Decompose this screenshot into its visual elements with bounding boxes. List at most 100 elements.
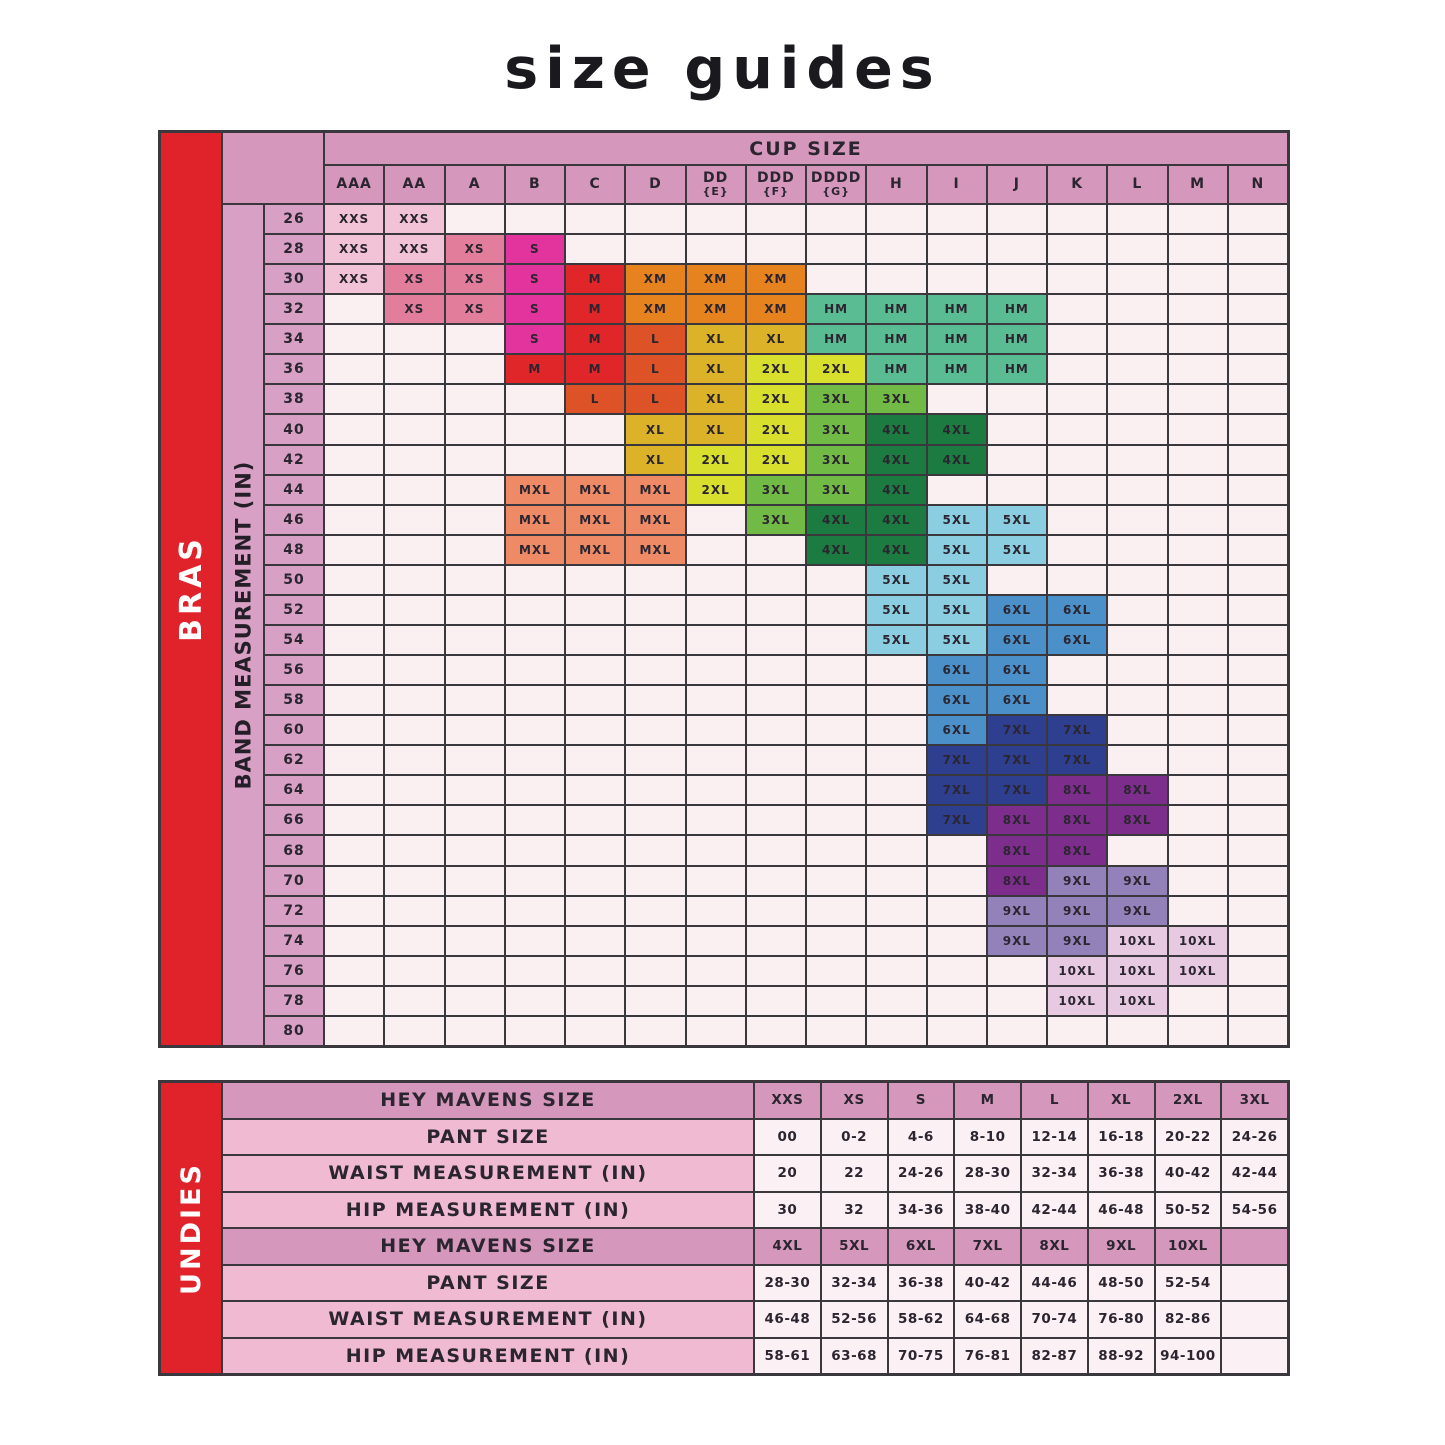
- bras-size-cell: [505, 445, 564, 474]
- bras-size-cell: MXL: [566, 505, 625, 534]
- bras-size-cell: [686, 956, 745, 985]
- bras-size-cell: [385, 385, 444, 414]
- bras-size-cell: 10XL: [1108, 986, 1167, 1015]
- bras-size-cell: [445, 475, 504, 504]
- bras-size-cell: [505, 716, 564, 745]
- bras-size-cell: [325, 355, 384, 384]
- cup-column-label: DD: [703, 169, 729, 186]
- undies-row-label: HIP MEASUREMENT (IN): [223, 1192, 753, 1227]
- band-row-label: 76: [265, 956, 323, 985]
- bras-size-cell: [445, 325, 504, 354]
- bras-size-cell: [1048, 295, 1107, 324]
- bras-size-cell: [1228, 986, 1287, 1015]
- bras-size-cell: 7XL: [927, 776, 986, 805]
- bras-size-cell: [325, 716, 384, 745]
- cup-column-header: D: [626, 166, 685, 203]
- bras-size-cell: [325, 1016, 384, 1045]
- bras-size-cell: [1048, 505, 1107, 534]
- bras-size-cell: [1228, 355, 1287, 384]
- bras-size-cell: [686, 656, 745, 685]
- bras-size-cell: [867, 656, 926, 685]
- bras-size-cell: [566, 1016, 625, 1045]
- bras-size-cell: [445, 716, 504, 745]
- bras-size-cell: [867, 716, 926, 745]
- bras-size-cell: [505, 686, 564, 715]
- bras-size-cell: [385, 926, 444, 955]
- bras-size-cell: [746, 1016, 805, 1045]
- bras-size-cell: [807, 595, 866, 624]
- band-row-label: 30: [265, 265, 323, 294]
- band-row-label: 46: [265, 505, 323, 534]
- undies-size-cell: 76-81: [955, 1338, 1020, 1373]
- bras-size-cell: [1228, 776, 1287, 805]
- cup-column-label: D: [649, 175, 662, 192]
- bras-size-cell: [566, 926, 625, 955]
- bras-size-cell: HM: [987, 355, 1046, 384]
- undies-size-cell: 82-87: [1022, 1338, 1087, 1373]
- undies-size-cell: 32-34: [1022, 1156, 1087, 1191]
- bras-size-cell: XL: [686, 325, 745, 354]
- bras-size-cell: [566, 235, 625, 264]
- bras-size-cell: [867, 686, 926, 715]
- bras-size-cell: [1168, 896, 1227, 925]
- bras-size-cell: [325, 746, 384, 775]
- cup-column-sublabel: {F}: [762, 185, 789, 199]
- bras-size-cell: [1168, 475, 1227, 504]
- bras-size-cell: [1168, 716, 1227, 745]
- bras-size-cell: 2XL: [746, 415, 805, 444]
- bras-size-cell: [1048, 475, 1107, 504]
- band-row-label: 38: [265, 385, 323, 414]
- bras-size-cell: 5XL: [867, 595, 926, 624]
- bras-size-cell: [1228, 656, 1287, 685]
- bras-size-cell: [626, 836, 685, 865]
- bras-size-cell: [445, 415, 504, 444]
- bras-size-cell: [566, 415, 625, 444]
- bras-size-cell: [626, 625, 685, 655]
- bras-size-cell: [325, 565, 384, 594]
- bras-size-cell: [1168, 656, 1227, 685]
- undies-size-cell: XXS: [755, 1083, 820, 1118]
- bras-size-cell: [566, 565, 625, 594]
- bras-size-cell: [445, 1016, 504, 1045]
- bras-section-label: BRAS: [173, 535, 209, 643]
- bras-size-cell: [445, 505, 504, 534]
- bras-size-cell: [1108, 325, 1167, 354]
- bras-size-cell: [1108, 686, 1167, 715]
- bras-size-cell: [385, 325, 444, 354]
- bras-size-cell: [807, 746, 866, 775]
- cup-column-label: H: [890, 175, 903, 192]
- bras-size-cell: [1228, 866, 1287, 895]
- undies-size-cell: 48-50: [1088, 1265, 1154, 1300]
- bras-size-cell: [445, 776, 504, 805]
- bras-size-cell: [746, 565, 805, 594]
- bras-size-cell: 7XL: [987, 776, 1046, 805]
- bras-size-cell: MXL: [566, 535, 625, 564]
- cup-size-header: CUP SIZE: [325, 133, 1287, 164]
- cup-column-label: I: [953, 175, 960, 192]
- bras-size-cell: [1048, 205, 1107, 234]
- bras-size-cell: [566, 866, 625, 895]
- bras-size-cell: [626, 746, 685, 775]
- undies-size-cell: XS: [821, 1083, 887, 1118]
- bras-size-cell: [325, 625, 384, 655]
- bras-size-cell: [445, 355, 504, 384]
- undies-size-cell: 42-44: [1222, 1156, 1287, 1191]
- bras-size-cell: [566, 445, 625, 474]
- bras-size-cell: 6XL: [1048, 595, 1107, 624]
- bras-size-cell: 9XL: [1108, 866, 1167, 895]
- bras-size-cell: [385, 686, 444, 715]
- bras-size-cell: [385, 535, 444, 564]
- bras-size-cell: XM: [746, 265, 805, 294]
- bras-size-cell: [927, 265, 986, 294]
- bras-size-cell: MXL: [505, 535, 564, 564]
- bras-size-cell: [1048, 565, 1107, 594]
- cup-column-header: L: [1108, 166, 1167, 203]
- bras-size-cell: [1048, 325, 1107, 354]
- bras-size-cell: [1168, 986, 1227, 1015]
- undies-size-cell: [1222, 1338, 1287, 1373]
- bras-size-cell: [807, 1016, 866, 1045]
- bras-size-cell: [566, 806, 625, 835]
- bras-size-cell: [505, 806, 564, 835]
- bras-size-cell: [445, 896, 504, 925]
- bras-size-cell: [505, 565, 564, 594]
